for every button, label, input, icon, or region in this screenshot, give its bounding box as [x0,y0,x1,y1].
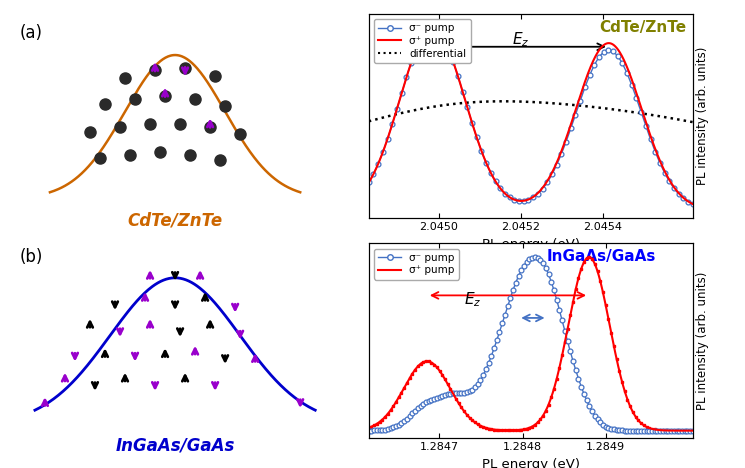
Text: InGaAs/GaAs: InGaAs/GaAs [115,436,235,454]
differential [423,105,432,110]
σ⁺ pump [688,428,697,433]
σ⁺ pump [559,144,568,149]
σ⁻ pump [428,26,437,31]
differential [575,103,584,109]
σ⁺ pump [688,201,697,207]
σ⁺ pump [575,95,584,101]
Legend: σ⁻ pump, σ⁺ pump, differential: σ⁻ pump, σ⁺ pump, differential [374,19,471,63]
Y-axis label: PL intensity (arb. units): PL intensity (arb. units) [696,271,708,410]
σ⁻ pump [688,428,697,433]
Legend: σ⁻ pump, σ⁺ pump: σ⁻ pump, σ⁺ pump [374,249,459,279]
σ⁺ pump [631,413,640,419]
Line: differential: differential [369,101,693,122]
Text: $E_z$: $E_z$ [512,30,529,49]
Text: (b): (b) [20,249,43,266]
σ⁺ pump [575,271,584,277]
σ⁺ pump [585,255,594,260]
differential [559,101,568,107]
σ⁺ pump [488,174,497,179]
differential [631,110,640,115]
X-axis label: PL energy (eV): PL energy (eV) [482,238,580,251]
σ⁻ pump [688,202,697,207]
σ⁻ pump [606,48,615,53]
σ⁺ pump [364,180,373,185]
σ⁺ pump [559,348,568,353]
differential [498,98,507,104]
σ⁻ pump [559,322,568,328]
σ⁺ pump [631,87,640,93]
Line: σ⁻ pump: σ⁻ pump [369,29,693,205]
Line: σ⁺ pump: σ⁺ pump [369,29,693,204]
Line: σ⁻ pump: σ⁻ pump [369,257,693,431]
Text: CdTe/ZnTe: CdTe/ZnTe [599,20,686,35]
differential [364,118,373,124]
σ⁻ pump [559,146,568,152]
σ⁻ pump [631,92,640,98]
Text: CdTe/ZnTe: CdTe/ZnTe [127,211,223,229]
σ⁻ pump [423,28,432,33]
Text: InGaAs/GaAs: InGaAs/GaAs [547,249,656,264]
σ⁻ pump [575,100,584,105]
Line: σ⁺ pump: σ⁺ pump [369,257,693,431]
σ⁻ pump [423,399,432,404]
σ⁻ pump [575,379,584,385]
Text: (a): (a) [20,24,43,42]
Text: $E_z$: $E_z$ [464,291,482,309]
σ⁺ pump [423,28,432,33]
σ⁺ pump [606,327,615,333]
σ⁺ pump [364,425,373,431]
differential [488,99,497,104]
differential [688,119,697,125]
σ⁺ pump [428,26,437,31]
σ⁻ pump [364,180,373,185]
σ⁻ pump [606,426,615,431]
σ⁺ pump [488,426,497,432]
Y-axis label: PL intensity (arb. units): PL intensity (arb. units) [696,47,708,185]
σ⁻ pump [488,350,497,355]
σ⁻ pump [488,174,497,179]
σ⁺ pump [423,358,432,364]
X-axis label: PL energy (eV): PL energy (eV) [482,458,580,468]
σ⁻ pump [530,255,539,260]
differential [606,106,615,112]
σ⁺ pump [606,41,615,46]
σ⁻ pump [364,428,373,433]
σ⁻ pump [631,428,640,433]
